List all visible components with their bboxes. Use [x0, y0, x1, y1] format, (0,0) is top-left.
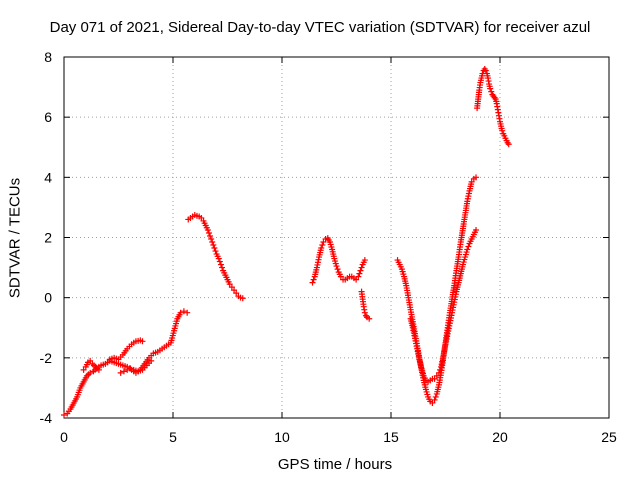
data-point: [239, 295, 246, 302]
data-point: [217, 261, 224, 268]
grid-lines: [64, 57, 609, 418]
data-point: [204, 226, 211, 233]
data-point: [487, 85, 494, 92]
y-tick-label: 2: [44, 230, 52, 246]
data-point: [87, 357, 94, 364]
data-point: [366, 315, 373, 322]
data-point: [177, 309, 184, 316]
data-point: [473, 226, 480, 233]
y-tick-label: 0: [44, 290, 52, 306]
data-point: [318, 245, 325, 252]
data-point: [334, 266, 341, 273]
data-point: [120, 368, 127, 375]
data-point: [319, 242, 326, 249]
y-axis-label: SDTVAR / TECUs: [6, 177, 24, 299]
data-point: [465, 243, 472, 250]
y-tick-label: -4: [40, 410, 53, 426]
data-point: [219, 264, 226, 271]
data-point: [431, 375, 438, 382]
data-point: [61, 411, 67, 418]
data-point: [198, 214, 205, 221]
data-point: [310, 276, 317, 283]
data-point: [207, 232, 214, 239]
data-point: [127, 365, 134, 372]
data-point: [212, 248, 219, 255]
x-tick-label: 0: [60, 429, 68, 445]
data-point: [180, 308, 187, 315]
x-tick-label: 5: [169, 429, 177, 445]
data-point: [353, 276, 360, 283]
data-point: [488, 88, 495, 95]
y-tick-label: 8: [44, 49, 52, 65]
data-point: [357, 267, 364, 274]
data-point: [148, 357, 155, 364]
x-tick-label: 25: [601, 429, 617, 445]
data-point: [505, 141, 512, 148]
x-axis-label: GPS time / hours: [277, 456, 393, 473]
data-point: [432, 393, 439, 400]
data-point: [429, 399, 436, 406]
x-tick-label: 15: [383, 429, 399, 445]
data-point: [210, 242, 217, 249]
data-point: [356, 270, 363, 277]
data-point: [205, 229, 212, 236]
chart-title: Day 071 of 2021, Sidereal Day-to-day VTE…: [49, 19, 591, 36]
axis-ticks: 0 5 10 15 20 25 -4 -2 0 2 4 6 8: [40, 49, 617, 445]
data-point: [87, 369, 94, 376]
data-point: [208, 236, 215, 243]
data-point: [184, 309, 191, 316]
data-point: [309, 279, 316, 286]
x-tick-label: 20: [492, 429, 508, 445]
data-point: [499, 127, 506, 134]
data-point: [226, 281, 233, 288]
x-tick-label: 10: [274, 429, 290, 445]
data-point: [209, 239, 216, 246]
y-tick-label: 4: [44, 169, 52, 185]
data-point: [437, 366, 444, 373]
data-point: [433, 372, 440, 379]
data-point: [358, 264, 365, 271]
data-point: [95, 366, 102, 373]
data-point: [124, 366, 131, 373]
data-point: [435, 369, 442, 376]
data-point: [473, 174, 480, 181]
data-point: [228, 284, 235, 291]
data-point: [211, 245, 218, 252]
data-point: [468, 178, 475, 185]
data-points: [61, 66, 512, 418]
data-point: [216, 258, 223, 265]
data-point: [337, 273, 344, 280]
data-point: [361, 257, 368, 264]
data-point: [431, 396, 438, 403]
data-point: [333, 263, 340, 270]
data-point: [320, 239, 327, 246]
data-point: [355, 273, 362, 280]
data-point: [482, 67, 489, 74]
data-point: [139, 338, 146, 345]
data-point: [361, 309, 368, 316]
data-point: [464, 246, 471, 253]
data-point: [231, 287, 238, 294]
y-tick-label: 6: [44, 109, 52, 125]
data-point: [117, 369, 124, 376]
data-point: [80, 366, 87, 373]
data-point: [215, 255, 222, 262]
y-tick-label: -2: [40, 350, 53, 366]
data-point: [233, 290, 240, 297]
